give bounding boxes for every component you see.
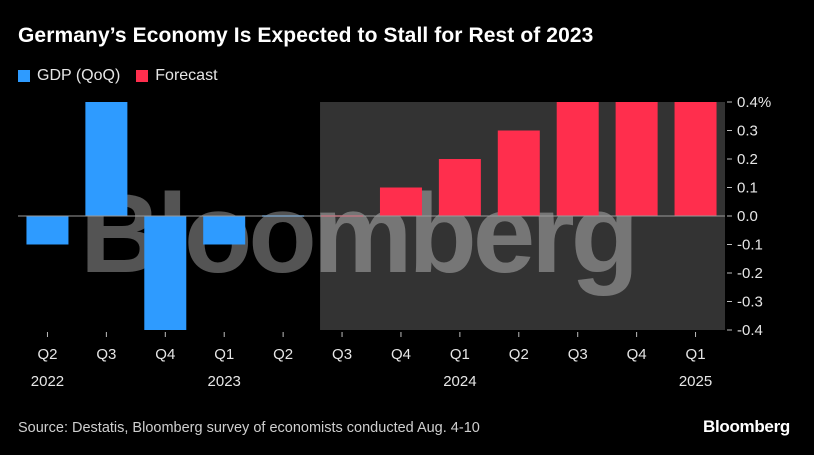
x-tick-label: Q4 <box>155 346 175 363</box>
legend-item-gdp: GDP (QoQ) <box>18 67 120 85</box>
legend: GDP (QoQ) Forecast <box>18 67 234 85</box>
y-tick-label: -0.2 <box>737 265 763 282</box>
bar-forecast <box>556 102 599 216</box>
bar-gdp <box>144 216 187 330</box>
x-tick-label: Q2 <box>37 346 57 363</box>
y-tick-label: 0.1 <box>737 180 758 197</box>
chart-title: Germany’s Economy Is Expected to Stall f… <box>18 24 594 47</box>
x-tick-label: Q1 <box>214 346 234 363</box>
legend-item-forecast: Forecast <box>136 67 218 85</box>
x-year-label: 2025 <box>679 373 712 390</box>
x-year-label: 2024 <box>443 373 476 390</box>
y-tick-label: -0.3 <box>737 294 763 311</box>
bar-gdp <box>203 216 246 245</box>
bar-gdp <box>85 102 128 216</box>
y-tick-label: 0.0 <box>737 208 758 225</box>
source-note: Source: Destatis, Bloomberg survey of ec… <box>18 420 480 436</box>
legend-swatch-forecast <box>136 70 149 82</box>
y-tick-label: -0.1 <box>737 237 763 254</box>
x-tick-label: Q2 <box>509 346 529 363</box>
x-tick-label: Q3 <box>96 346 116 363</box>
y-tick-label: 0.3 <box>737 123 758 140</box>
x-tick-label: Q3 <box>332 346 352 363</box>
x-tick-label: Q3 <box>568 346 588 363</box>
x-tick-label: Q1 <box>686 346 706 363</box>
bar-forecast <box>497 130 540 216</box>
x-tick-label: Q4 <box>391 346 411 363</box>
legend-label-gdp: GDP (QoQ) <box>37 67 121 84</box>
y-tick-label: -0.4 <box>737 322 763 339</box>
bar-forecast <box>674 102 717 216</box>
bar-forecast <box>379 187 422 216</box>
legend-swatch-gdp <box>18 70 30 82</box>
y-tick-label: 0.4% <box>737 94 771 111</box>
x-tick-label: Q4 <box>627 346 647 363</box>
bloomberg-logo: Bloomberg <box>702 417 790 436</box>
bar-gdp <box>26 216 69 245</box>
bar-forecast <box>438 159 481 216</box>
x-tick-label: Q1 <box>450 346 470 363</box>
x-tick-label: Q2 <box>273 346 293 363</box>
bar-forecast <box>615 102 658 216</box>
legend-label-forecast: Forecast <box>155 67 218 84</box>
x-year-label: 2023 <box>208 373 241 390</box>
y-tick-label: 0.2 <box>737 151 758 168</box>
x-year-label: 2022 <box>31 373 64 390</box>
